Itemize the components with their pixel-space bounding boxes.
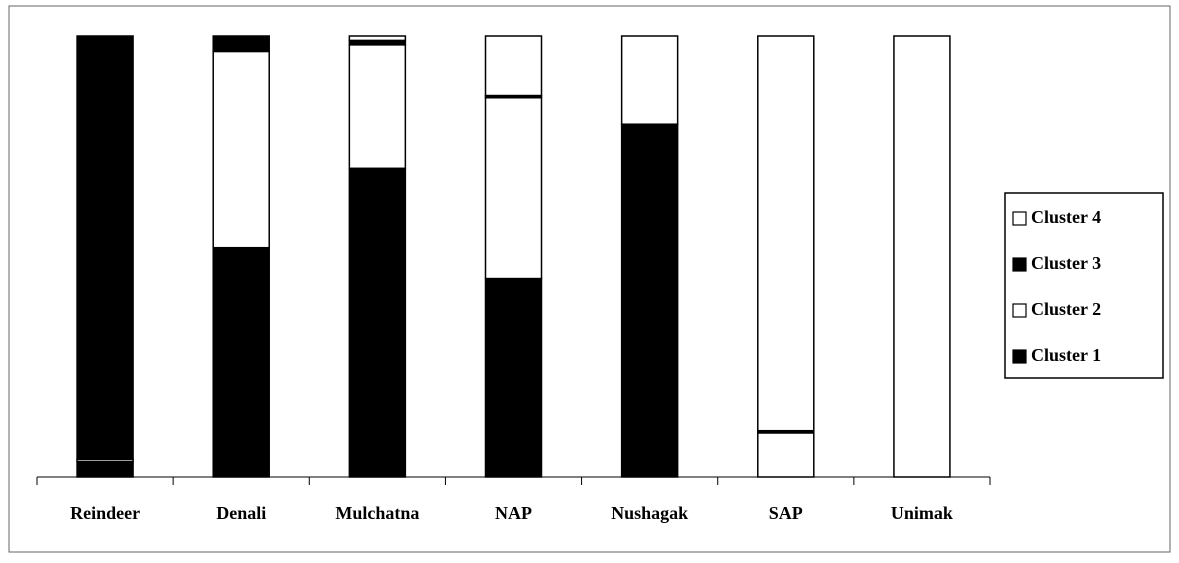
bar-segment (76, 35, 134, 461)
legend-swatch (1012, 257, 1027, 272)
bar-segment (348, 35, 407, 42)
bar-segment (212, 246, 270, 478)
bar-segment (484, 35, 543, 97)
bar-segment (348, 44, 407, 170)
x-tick-label: Denali (216, 503, 266, 523)
x-tick-label: Unimak (891, 503, 953, 523)
bar-segment (212, 50, 270, 249)
x-tick-label: Reindeer (70, 503, 140, 523)
x-tick-label: SAP (769, 503, 803, 523)
legend-swatch (1012, 211, 1027, 226)
x-tick-label: Nushagak (611, 503, 688, 523)
bar-segment (757, 432, 815, 478)
legend-box (1004, 192, 1164, 379)
bar-segment (893, 35, 951, 478)
legend-label: Cluster 2 (1031, 299, 1101, 319)
legend-label: Cluster 3 (1031, 253, 1101, 273)
x-tick-label: NAP (495, 503, 532, 523)
bar-segment (620, 35, 679, 125)
bar-segment (484, 277, 543, 478)
legend-label: Cluster 1 (1031, 345, 1101, 365)
chart-border (8, 5, 1171, 553)
bar-segment (212, 35, 270, 53)
legend-swatch (1012, 303, 1027, 318)
bar-segment (620, 123, 679, 478)
legend-label: Cluster 4 (1031, 207, 1101, 227)
legend-swatch (1012, 349, 1027, 364)
bar-segment (348, 167, 407, 478)
bar-segment (484, 96, 543, 280)
x-tick-label: Mulchatna (335, 503, 419, 523)
bar-segment (76, 460, 134, 478)
bar-segment (757, 35, 815, 432)
